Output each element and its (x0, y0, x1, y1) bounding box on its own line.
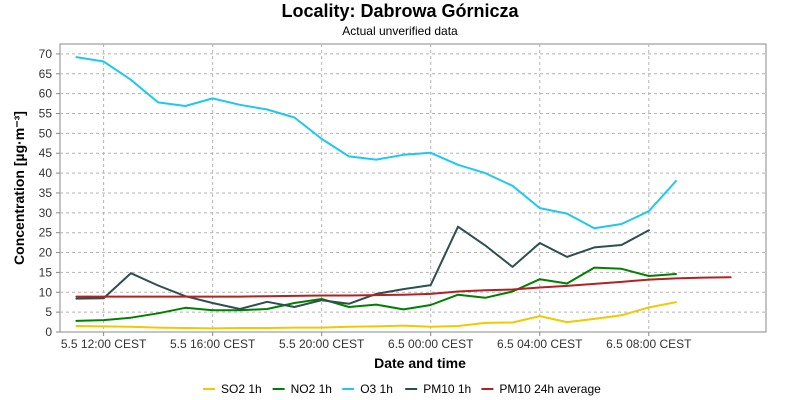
x-tick-label: 5.5 16:00 CEST (170, 337, 256, 351)
legend-label: PM10 1h (423, 382, 471, 396)
legend-item-2: O3 1h (342, 382, 393, 396)
x-tick-label: 5.5 20:00 CEST (279, 337, 365, 351)
legend-label: SO2 1h (221, 382, 262, 396)
y-tick-label: 0 (45, 325, 52, 339)
legend-item-3: PM10 1h (405, 382, 471, 396)
y-tick-label: 70 (39, 47, 53, 61)
legend-item-1: NO2 1h (273, 382, 332, 396)
y-tick-label: 65 (39, 67, 53, 81)
y-tick-label: 60 (39, 87, 53, 101)
x-tick-label: 5.5 12:00 CEST (61, 337, 147, 351)
y-tick-label: 35 (39, 186, 53, 200)
x-axis-label: Date and time (374, 355, 466, 371)
legend-label: O3 1h (360, 382, 393, 396)
chart-title: Locality: Dabrowa Górnicza (281, 1, 519, 21)
y-tick-label: 40 (39, 166, 53, 180)
chart-subtitle: Actual unverified data (342, 24, 458, 38)
legend: SO2 1h NO2 1h O3 1h PM10 1h PM10 24h average (203, 382, 601, 396)
x-tick-label: 6.5 04:00 CEST (497, 337, 583, 351)
y-tick-label: 30 (39, 206, 53, 220)
y-axis-ticks: 0 5 10 15 20 25 30 35 40 45 50 55 60 65 70 (39, 47, 60, 339)
y-tick-label: 25 (39, 226, 53, 240)
x-tick-label: 6.5 00:00 CEST (388, 337, 474, 351)
x-axis-ticks: 5.5 12:00 CEST 5.5 16:00 CEST 5.5 20:00 CE… (61, 332, 692, 351)
y-axis-label: Concentration [µg·m⁻³] (11, 111, 27, 265)
legend-item-4: PM10 24h average (481, 382, 601, 396)
legend-item-0: SO2 1h (203, 382, 262, 396)
x-tick-label: 6.5 08:00 CEST (606, 337, 692, 351)
y-tick-label: 10 (39, 285, 53, 299)
y-tick-label: 55 (39, 107, 53, 121)
y-tick-label: 45 (39, 146, 53, 160)
y-tick-label: 20 (39, 246, 53, 260)
y-tick-label: 50 (39, 126, 53, 140)
legend-label: NO2 1h (291, 382, 332, 396)
legend-label: PM10 24h average (499, 382, 601, 396)
y-tick-label: 15 (39, 265, 53, 279)
y-tick-label: 5 (45, 305, 52, 319)
